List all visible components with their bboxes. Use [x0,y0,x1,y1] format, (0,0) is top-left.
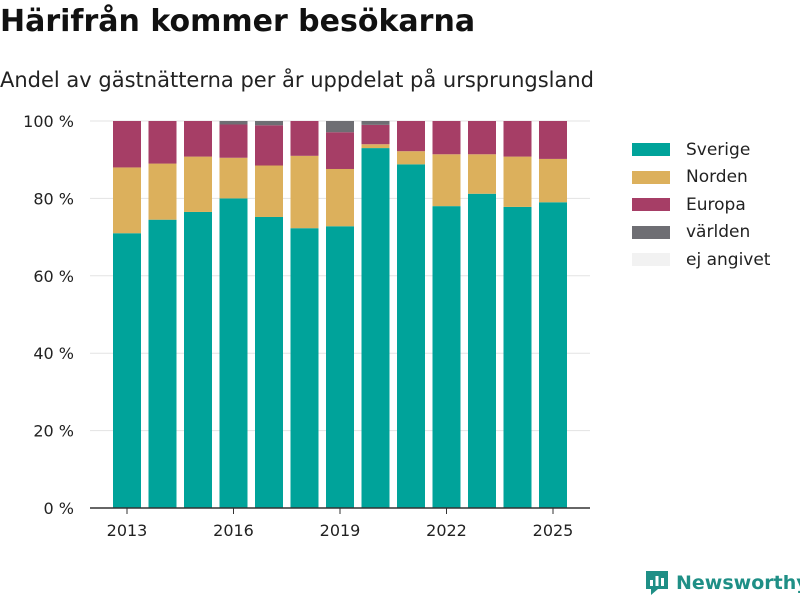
bar-segment [326,168,354,227]
bar-segment [361,124,390,145]
brand-logo: Newsworthy [644,569,800,597]
bar-segment [326,121,354,133]
bar-segment [503,121,532,157]
bar-segment [503,156,532,207]
legend-item: Europa [632,191,770,219]
bars [113,121,567,509]
y-tick-label: 80 % [33,189,74,208]
bar-segment [219,157,248,199]
bar-segment [184,211,212,508]
legend-item: Norden [632,164,770,192]
bar-segment [539,121,567,159]
legend-swatch [632,198,670,212]
bar-segment [255,121,283,126]
bar-segment [468,121,496,155]
y-tick-label: 40 % [33,344,74,363]
x-tick-label: 2016 [213,521,254,540]
bar-segment [148,121,177,164]
bar-segment [397,151,425,165]
x-tick-label: 2025 [533,521,574,540]
bar-segment [219,121,248,125]
legend-item: Sverige [632,136,770,164]
axes: 0 % 20 % 40 % 60 % 80 % 100 % 2013 2016 2019 2022… [23,112,590,540]
x-tick-label: 2022 [426,521,467,540]
chart-title: Härifrån kommer besökarna [0,4,476,39]
bar-segment [539,202,567,508]
bar-segment [361,148,390,508]
bar-segment [113,167,141,234]
x-tick-label: 2013 [107,521,148,540]
y-tick-label: 0 % [44,499,74,518]
bar-segment [397,164,425,508]
bar-segment [255,216,283,508]
bar-segment [219,198,248,508]
legend-label: Sverige [686,139,751,160]
bar-segment [503,206,532,508]
legend: Sverige Norden Europa världen ej angivet [632,136,770,274]
bar-segment [290,155,319,229]
bar-segment [326,226,354,508]
bar-segment [432,154,461,207]
chart-subtitle: Andel av gästnätterna per år uppdelat på… [0,68,594,92]
brand-name: Newsworthy [676,572,800,594]
bar-segment [184,156,212,212]
newsworthy-logo-icon [646,571,668,595]
bar-segment [148,163,177,220]
bar-segment [290,228,319,508]
y-tick-label: 60 % [33,267,74,286]
bar-segment [113,233,141,509]
bar-segment [361,121,390,125]
legend-label: Norden [686,167,748,188]
legend-item: världen [632,219,770,247]
legend-label: ej angivet [686,249,771,270]
bar-segment [148,219,177,508]
bar-segment [361,144,390,149]
stacked-bar-chart: 0 % 20 % 40 % 60 % 80 % 100 % 2013 2016 2019 2022… [23,112,590,540]
bar-segment [255,165,283,217]
legend-item: ej angivet [632,246,770,274]
legend-label: världen [686,222,751,243]
legend-swatch [632,143,670,157]
y-tick-label: 100 % [23,112,74,131]
bar-segment [326,132,354,169]
bar-segment [184,121,212,157]
legend-swatch [632,225,670,239]
bar-segment [468,193,496,509]
y-tick-label: 20 % [33,422,74,441]
bar-segment [432,206,461,508]
legend-swatch [632,253,670,267]
bar-segment [468,154,496,194]
bar-segment [219,124,248,158]
bar-segment [432,121,461,155]
bar-segment [255,125,283,166]
bar-segment [397,121,425,152]
bar-segment [290,121,319,156]
bar-segment [539,158,567,203]
legend-label: Europa [686,194,746,215]
x-tick-label: 2019 [320,521,361,540]
legend-swatch [632,170,670,184]
bar-segment [113,121,141,168]
